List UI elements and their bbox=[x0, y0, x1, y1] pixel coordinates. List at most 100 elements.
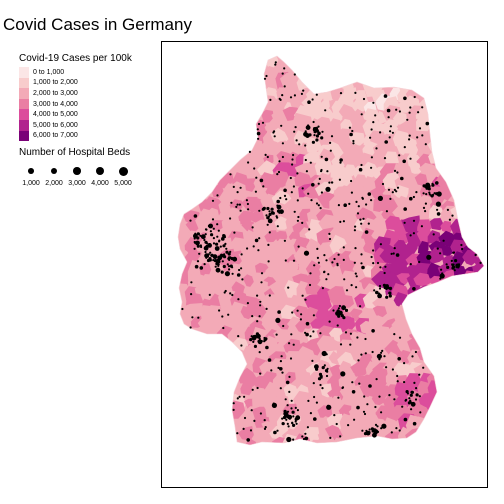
hospital-point bbox=[388, 394, 391, 397]
hospital-point bbox=[364, 352, 367, 355]
hospital-point bbox=[276, 204, 279, 207]
hospital-point bbox=[321, 350, 327, 357]
hospital-point bbox=[403, 362, 406, 365]
hospital-point bbox=[445, 263, 448, 266]
hospital-point bbox=[432, 233, 435, 236]
hospital-point bbox=[236, 273, 241, 277]
fill-legend-label: 6,000 to 7,000 bbox=[33, 132, 78, 140]
hospital-point bbox=[340, 371, 346, 377]
hospital-point bbox=[424, 143, 427, 146]
hospital-point bbox=[358, 167, 363, 172]
hospital-point bbox=[403, 96, 407, 101]
hospital-point bbox=[406, 118, 409, 121]
hospital-point bbox=[409, 393, 413, 397]
hospital-point bbox=[217, 263, 220, 266]
hospital-point bbox=[236, 191, 239, 194]
district-area bbox=[385, 370, 399, 385]
hospital-point bbox=[325, 278, 328, 281]
hospital-point bbox=[435, 201, 441, 207]
hospital-point bbox=[396, 171, 399, 174]
hospital-point bbox=[279, 196, 282, 200]
hospital-point bbox=[268, 212, 272, 216]
hospital-point bbox=[354, 225, 357, 228]
hospital-point bbox=[479, 261, 482, 264]
hospital-point bbox=[243, 395, 246, 398]
hospital-point bbox=[221, 236, 225, 240]
hospital-point bbox=[233, 231, 236, 234]
district-area bbox=[197, 316, 217, 332]
district-area bbox=[452, 251, 466, 267]
hospital-point bbox=[372, 249, 375, 252]
hospital-point bbox=[425, 182, 431, 188]
hospital-point bbox=[342, 316, 346, 320]
hospital-point bbox=[439, 273, 445, 279]
hospital-point bbox=[281, 155, 284, 159]
hospital-point bbox=[412, 421, 417, 426]
hospital-point bbox=[409, 106, 412, 109]
district-area bbox=[228, 301, 247, 322]
hospital-point bbox=[315, 202, 319, 205]
hospital-point bbox=[230, 201, 233, 204]
hospital-point bbox=[365, 430, 371, 436]
hospital-point bbox=[339, 158, 343, 162]
hospital-point bbox=[395, 190, 398, 193]
hospital-point bbox=[330, 181, 334, 184]
hospital-point bbox=[280, 355, 283, 358]
fill-legend-item: 2,000 to 3,000 bbox=[19, 88, 78, 99]
district-area bbox=[380, 119, 399, 135]
hospital-point bbox=[190, 281, 193, 284]
hospital-point bbox=[232, 185, 235, 188]
hospital-point bbox=[370, 255, 373, 259]
hospital-point bbox=[197, 233, 200, 236]
hospital-point bbox=[343, 278, 346, 281]
hospital-point bbox=[385, 295, 389, 299]
district-area bbox=[426, 164, 442, 178]
hospital-point bbox=[363, 395, 366, 398]
hospital-point bbox=[196, 260, 200, 263]
hospital-point bbox=[288, 342, 291, 345]
district-area bbox=[238, 251, 256, 265]
hospital-point bbox=[292, 343, 295, 346]
hospital-point bbox=[304, 298, 307, 301]
hospital-point bbox=[210, 253, 214, 257]
hospital-point bbox=[380, 411, 383, 414]
hospital-point bbox=[305, 332, 309, 337]
hospital-point bbox=[264, 153, 267, 156]
hospital-point bbox=[266, 155, 269, 159]
hospital-point bbox=[360, 353, 363, 356]
hospital-point bbox=[436, 208, 439, 211]
hospital-point bbox=[351, 381, 354, 384]
hospital-point bbox=[292, 259, 296, 262]
hospital-point bbox=[328, 232, 331, 235]
hospital-point bbox=[288, 390, 291, 393]
hospital-point bbox=[374, 423, 378, 426]
hospital-point bbox=[352, 142, 355, 145]
district-area bbox=[372, 305, 387, 318]
hospital-point bbox=[365, 203, 368, 206]
hospital-point bbox=[446, 208, 449, 211]
hospital-point bbox=[292, 423, 296, 427]
hospital-point bbox=[215, 242, 219, 246]
hospital-point bbox=[257, 249, 260, 252]
size-legend-dot bbox=[73, 167, 81, 175]
hospital-point bbox=[338, 178, 341, 181]
hospital-point bbox=[342, 220, 345, 223]
hospital-point bbox=[428, 191, 431, 194]
district-area bbox=[276, 87, 288, 99]
district-area bbox=[336, 294, 355, 308]
hospital-point bbox=[379, 266, 382, 269]
hospital-point bbox=[218, 309, 221, 312]
district-area bbox=[438, 230, 456, 247]
hospital-point bbox=[436, 212, 441, 216]
district-area bbox=[363, 176, 377, 192]
hospital-point bbox=[313, 264, 316, 267]
fill-legend-label: 5,000 to 6,000 bbox=[33, 121, 78, 129]
size-legend-label: 4,000 bbox=[91, 180, 109, 187]
hospital-point bbox=[435, 181, 439, 185]
hospital-point bbox=[283, 67, 286, 70]
hospital-point bbox=[301, 294, 304, 297]
hospital-point bbox=[284, 398, 287, 401]
hospital-point bbox=[381, 423, 387, 429]
district-area bbox=[238, 210, 254, 225]
hospital-point bbox=[259, 178, 264, 183]
